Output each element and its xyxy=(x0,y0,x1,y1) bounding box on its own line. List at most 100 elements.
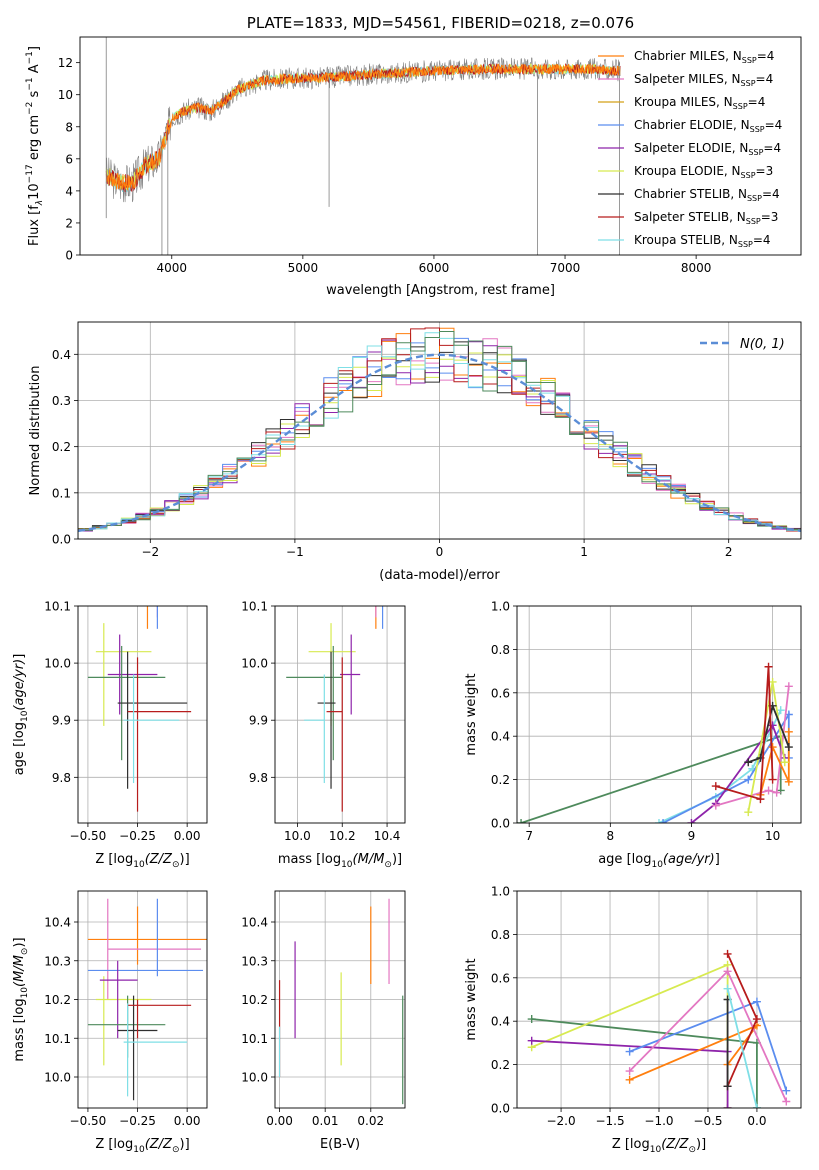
mass-weight-vs-age-chart-grid xyxy=(517,605,801,824)
axes-frame xyxy=(274,605,406,824)
y-tick-label: 0.2 xyxy=(491,1058,510,1072)
axes-frame xyxy=(77,890,208,1109)
weight-series xyxy=(723,995,732,1091)
y-tick-label: 0.0 xyxy=(491,817,510,831)
y-axis-label: Flux [fλ10−17 erg cm−2 s−1 A−1] xyxy=(25,46,45,246)
error-point xyxy=(107,898,202,1000)
weight-marker xyxy=(723,1082,732,1091)
y-tick-label: 6 xyxy=(65,152,73,166)
legend-entry: Chabrier MILES, NSSP=4 xyxy=(634,49,774,65)
y-tick-label: 0.4 xyxy=(491,1015,510,1029)
weight-marker xyxy=(752,1015,761,1024)
weight-marker xyxy=(744,775,753,784)
y-tick-label: 10.0 xyxy=(44,1071,71,1085)
y-axis-label: Normed distribution xyxy=(28,366,43,496)
x-tick-label: 0.00 xyxy=(174,1114,201,1128)
x-tick-label: 8000 xyxy=(681,261,712,275)
axes-frame xyxy=(516,605,802,824)
y-tick-label: 12 xyxy=(58,56,73,70)
error-point xyxy=(95,976,152,1066)
spectrum-line-spectrum xyxy=(105,57,621,203)
spectrum-chart: PLATE=1833, MJD=54561, FIBERID=0218, z=0… xyxy=(25,14,802,298)
y-axis-label: age [log10(age/yr)] xyxy=(12,654,30,776)
weight-series xyxy=(711,682,793,810)
legend-entry: N(0, 1) xyxy=(740,337,785,352)
legend-entry: Kroupa ELODIE, NSSP=3 xyxy=(634,164,773,180)
error-point xyxy=(123,1003,188,1097)
y-tick-label: 10.2 xyxy=(44,993,71,1007)
weight-marker xyxy=(527,1036,536,1045)
axes-frame xyxy=(79,36,802,256)
weight-series xyxy=(711,662,777,804)
x-tick-label: −0.25 xyxy=(119,1114,156,1128)
weight-marker xyxy=(764,786,773,795)
age-vs-z-chart-plot-area xyxy=(87,606,192,812)
gaussian-curve xyxy=(78,353,801,533)
x-axis-label: (data-model)/error xyxy=(379,568,500,583)
weight-marker xyxy=(776,786,785,795)
mass-weight-vs-z-chart-grid xyxy=(517,890,801,1109)
legend-entry: Salpeter STELIB, NSSP=3 xyxy=(634,210,778,226)
age-vs-z-chart-grid xyxy=(78,605,207,823)
x-tick-label: 8 xyxy=(606,829,614,843)
mass-vs-z-chart: −0.50 −0.25 0.00 10.0 10.1 10.2 10.3 10.4 Z [log… xyxy=(12,890,208,1155)
y-axis-label: mass weight xyxy=(464,673,479,755)
y-tick-label: 0.2 xyxy=(52,440,71,454)
mass-weight-vs-z-chart-plot-area xyxy=(527,949,791,1108)
x-axis-label: Z [log10(Z/Z⊙)] xyxy=(612,1137,706,1155)
x-tick-label: 10.2 xyxy=(329,829,356,843)
mass-vs-z-chart-plot-area xyxy=(87,898,207,1101)
error-point xyxy=(87,906,207,965)
y-tick-label: 10.0 xyxy=(241,657,268,671)
weight-marker xyxy=(768,775,777,784)
x-tick-label: 0.00 xyxy=(174,829,201,843)
weight-line xyxy=(726,988,758,1108)
weight-marker xyxy=(756,795,765,804)
error-point xyxy=(375,606,377,618)
x-tick-label: −0.25 xyxy=(119,829,156,843)
error-point xyxy=(375,606,377,629)
weight-line xyxy=(715,666,774,801)
weight-line xyxy=(759,731,790,796)
x-tick-label: −0.5 xyxy=(693,1114,722,1128)
weight-marker xyxy=(782,1097,791,1106)
x-tick-label: 0 xyxy=(436,545,444,559)
chart-title: PLATE=1833, MJD=54561, FIBERID=0218, z=0… xyxy=(247,14,634,32)
weight-marker xyxy=(723,984,732,993)
mass-weight-vs-z-chart: −2.0 −1.5 −1.0 −0.5 0.0 0.0 0.2 0.4 0.6 0.8 1.0 Z [… xyxy=(464,885,802,1155)
spectrum-chart-plot-area xyxy=(105,37,621,255)
x-tick-label: −1.0 xyxy=(644,1114,673,1128)
y-tick-label: 10.0 xyxy=(241,1071,268,1085)
weight-marker xyxy=(772,788,781,797)
y-tick-label: 9.8 xyxy=(249,771,268,785)
error-point xyxy=(107,634,158,715)
weight-marker xyxy=(752,997,761,1006)
y-tick-label: 0 xyxy=(65,249,73,263)
error-point xyxy=(304,674,325,784)
y-tick-label: 10.2 xyxy=(241,993,268,1007)
y-tick-label: 0.0 xyxy=(491,1102,510,1116)
y-tick-label: 10.1 xyxy=(44,1032,71,1046)
x-tick-label: 0.0 xyxy=(747,1114,766,1128)
y-tick-label: 0.8 xyxy=(491,643,510,657)
weight-marker xyxy=(784,682,793,691)
x-axis-label: wavelength [Angstrom, rest frame] xyxy=(326,283,555,298)
legend-entry: Kroupa MILES, NSSP=4 xyxy=(634,95,765,111)
y-tick-label: 0.6 xyxy=(491,686,510,700)
weight-marker xyxy=(517,819,526,823)
weight-series xyxy=(527,1015,761,1108)
y-tick-label: 0.3 xyxy=(52,394,71,408)
weight-marker xyxy=(764,662,773,671)
error-point xyxy=(99,960,138,1039)
y-tick-label: 10.0 xyxy=(44,657,71,671)
x-tick-label: 10.4 xyxy=(374,829,401,843)
weight-marker xyxy=(711,782,720,791)
y-tick-label: 0.2 xyxy=(491,773,510,787)
weight-marker xyxy=(723,967,732,976)
error-point xyxy=(127,999,192,1039)
age-vs-mass-chart-plot-area xyxy=(286,606,384,812)
y-tick-label: 0.8 xyxy=(491,928,510,942)
weight-marker xyxy=(659,819,668,823)
axes-frame xyxy=(274,890,406,1109)
x-tick-label: 7000 xyxy=(550,261,581,275)
